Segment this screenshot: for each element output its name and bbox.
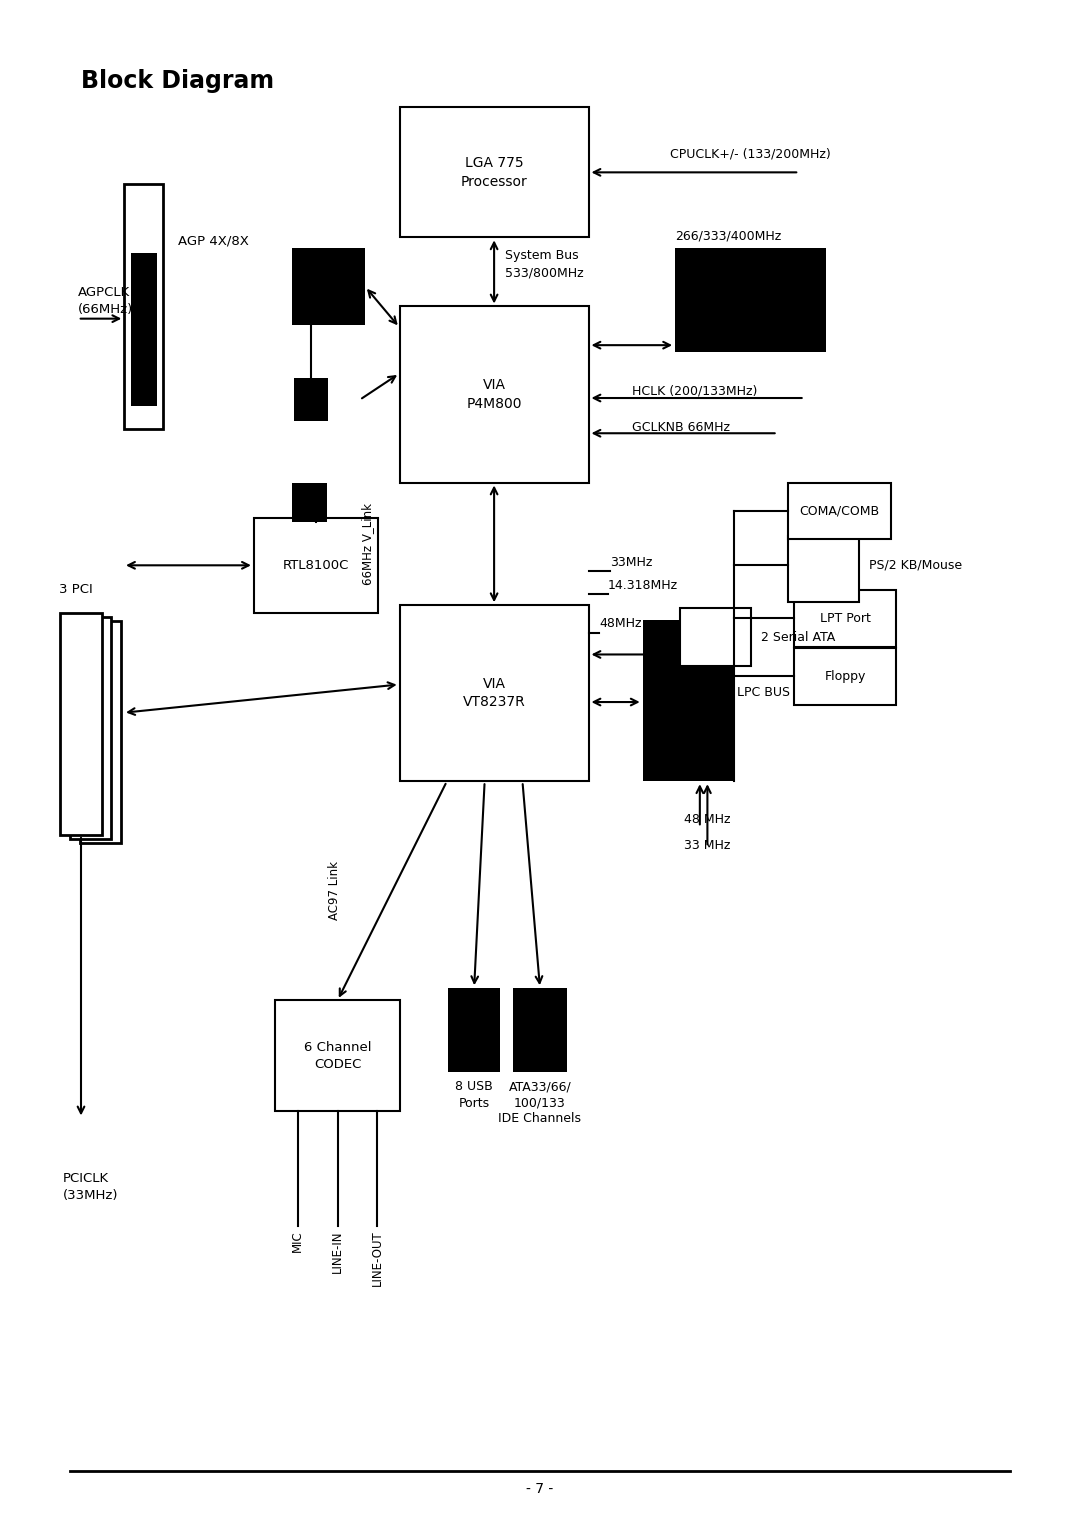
Text: 6 Channel
CODEC: 6 Channel CODEC	[303, 1040, 372, 1071]
Bar	[400, 306, 589, 483]
Text: LPC BUS: LPC BUS	[737, 686, 789, 699]
Bar	[675, 248, 826, 352]
Text: 48 MHz: 48 MHz	[684, 813, 730, 826]
Text: LINE-IN: LINE-IN	[330, 1230, 345, 1273]
Bar	[400, 605, 589, 781]
Text: Block Diagram: Block Diagram	[81, 69, 274, 93]
Text: ATA33/66/
100/133
IDE Channels: ATA33/66/ 100/133 IDE Channels	[499, 1080, 581, 1124]
Text: CPUCLK+/- (133/200MHz): CPUCLK+/- (133/200MHz)	[670, 147, 831, 161]
Bar	[275, 1000, 400, 1111]
Bar	[292, 248, 365, 325]
Text: LINE-OUT: LINE-OUT	[370, 1230, 383, 1285]
Bar	[788, 536, 855, 587]
Text: MIC: MIC	[292, 1230, 305, 1252]
Bar	[448, 988, 500, 1072]
Bar	[400, 107, 589, 237]
Text: RTL8100C: RTL8100C	[283, 559, 349, 571]
Text: System Bus
533/800MHz: System Bus 533/800MHz	[505, 250, 583, 279]
Bar	[794, 648, 896, 705]
Bar	[131, 253, 157, 406]
Text: 2 Serial ATA: 2 Serial ATA	[761, 631, 836, 643]
Text: - 7 -: - 7 -	[526, 1481, 554, 1497]
Text: LPT Port: LPT Port	[820, 611, 870, 625]
Bar	[294, 378, 328, 421]
Text: 266/333/400MHz: 266/333/400MHz	[675, 230, 781, 242]
Text: PS/2 KB/Mouse: PS/2 KB/Mouse	[869, 559, 962, 571]
Text: VIA
VT8237R: VIA VT8237R	[462, 677, 526, 709]
Text: VIA
P4M800: VIA P4M800	[467, 378, 522, 411]
Text: PCICLK
(33MHz): PCICLK (33MHz)	[63, 1172, 118, 1203]
Text: 33 MHz: 33 MHz	[684, 840, 730, 852]
Text: AGP 4X/8X: AGP 4X/8X	[178, 234, 249, 247]
Text: LGA 775
Processor: LGA 775 Processor	[461, 156, 527, 188]
Text: GCLKNB 66MHz: GCLKNB 66MHz	[632, 421, 730, 435]
Text: 66MHz V_Link: 66MHz V_Link	[361, 502, 374, 585]
Bar	[60, 613, 102, 835]
Text: Floppy: Floppy	[824, 669, 866, 683]
Text: AC97 Link: AC97 Link	[328, 861, 341, 921]
Text: HCLK (200/133MHz): HCLK (200/133MHz)	[632, 385, 757, 397]
Bar	[788, 483, 891, 539]
Bar	[124, 184, 163, 429]
Bar	[70, 617, 111, 840]
Text: 14.318MHz: 14.318MHz	[608, 579, 678, 591]
Text: 8 USB
Ports: 8 USB Ports	[456, 1080, 492, 1111]
Text: COMA/COMB: COMA/COMB	[799, 504, 880, 518]
Bar	[292, 483, 327, 522]
Text: 48MHz: 48MHz	[599, 617, 642, 630]
Bar	[513, 988, 567, 1072]
Bar	[80, 620, 121, 843]
Text: 33MHz: 33MHz	[610, 556, 652, 568]
Bar	[680, 608, 751, 666]
Bar	[794, 590, 896, 647]
Text: 3 PCI: 3 PCI	[59, 584, 93, 596]
Bar	[643, 620, 734, 781]
Text: AGPCLK
(66MHz): AGPCLK (66MHz)	[78, 286, 133, 317]
Bar	[788, 536, 859, 602]
Bar	[254, 518, 378, 613]
